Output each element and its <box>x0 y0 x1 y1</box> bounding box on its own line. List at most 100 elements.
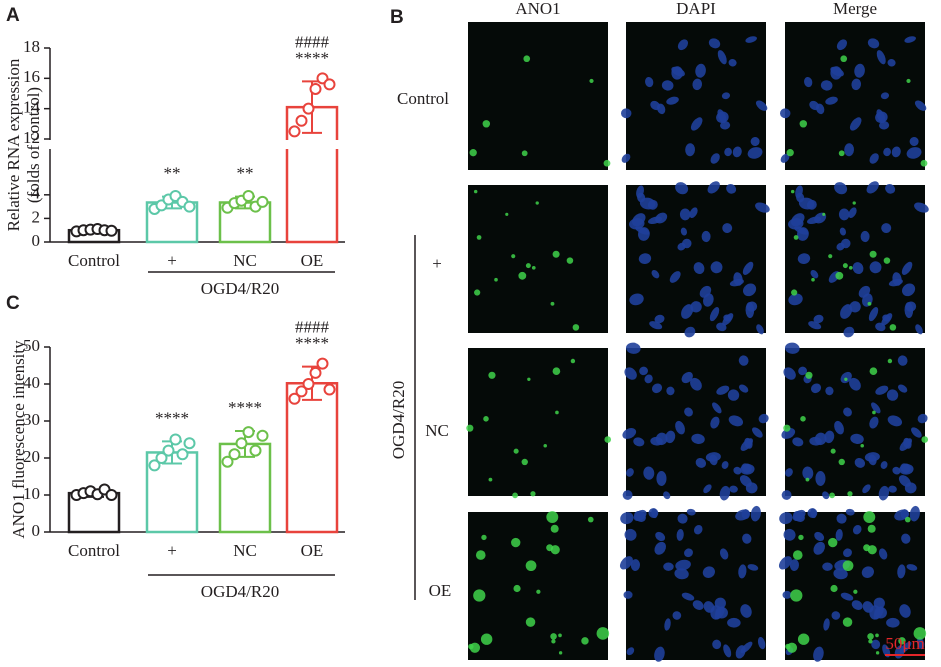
ano1-signal <box>848 265 853 270</box>
x-tick-label: OE <box>301 541 324 560</box>
ano1-signal <box>512 492 518 499</box>
y-tick-label: 50 <box>23 336 40 355</box>
nucleus <box>813 541 825 555</box>
group-label: OGD4/R20 <box>389 381 408 459</box>
nucleus <box>663 491 671 500</box>
nucleus <box>621 153 631 163</box>
data-point <box>256 429 269 442</box>
ano1-signal <box>868 639 873 644</box>
nucleus <box>813 314 824 324</box>
nucleus <box>663 562 674 571</box>
nucleus <box>851 600 863 610</box>
nucleus <box>651 383 663 394</box>
nucleus <box>901 463 911 474</box>
ano1-signal <box>596 627 610 640</box>
nucleus <box>675 420 685 435</box>
nucleus <box>681 304 694 319</box>
significance-mark: #### <box>295 32 330 51</box>
ano1-signal <box>921 436 929 443</box>
nucleus <box>661 80 674 91</box>
nucleus <box>717 50 727 65</box>
ano1-signal <box>482 120 491 128</box>
nucleus <box>722 313 734 326</box>
nucleus <box>651 270 660 279</box>
significance-mark: #### <box>295 318 330 337</box>
ano1-signal <box>786 149 794 157</box>
ano1-signal <box>875 651 880 655</box>
nucleus <box>797 253 811 264</box>
nucleus <box>881 223 892 233</box>
y-axis-label: ANO1 fluorescence intensity <box>9 340 28 539</box>
nucleus <box>886 389 899 401</box>
data-point <box>309 366 322 379</box>
nucleus <box>622 428 637 439</box>
ano1-signal <box>828 537 838 548</box>
y-tick-label: 12 <box>23 128 40 147</box>
nucleus <box>745 36 757 43</box>
nucleus <box>897 355 908 366</box>
y-tick-label: 0 <box>32 521 41 540</box>
nucleus <box>758 413 769 424</box>
bar <box>285 382 339 534</box>
panel-letter: B <box>390 7 404 28</box>
ano1-signal <box>572 324 580 331</box>
ano1-signal <box>535 201 539 205</box>
ano1-signal <box>829 492 835 499</box>
ano1-signal <box>913 627 927 640</box>
data-point <box>235 437 248 450</box>
nucleus <box>906 147 922 159</box>
data-point <box>295 385 308 398</box>
ano1-signal <box>838 150 845 157</box>
nucleus <box>656 470 667 486</box>
y-tick-label: 40 <box>23 373 40 392</box>
nucleus <box>860 230 870 243</box>
row-label: OE <box>429 581 452 600</box>
significance-mark: **** <box>155 408 189 427</box>
nucleus <box>866 181 879 194</box>
nucleus <box>710 153 720 164</box>
nucleus <box>740 438 753 451</box>
ano1-signal <box>550 301 555 306</box>
x-tick-label: NC <box>233 541 257 560</box>
nucleus <box>620 108 632 119</box>
nucleus <box>740 604 752 618</box>
nucleus <box>729 485 738 493</box>
ano1-signal <box>521 150 528 157</box>
ano1-signal <box>790 589 803 602</box>
ano1-signal <box>473 189 478 194</box>
nucleus <box>724 147 732 157</box>
nucleus <box>782 590 792 599</box>
nucleus <box>901 261 913 275</box>
data-point <box>228 448 241 461</box>
ano1-signal <box>481 534 487 541</box>
ano1-signal <box>566 257 574 264</box>
nucleus <box>728 59 737 67</box>
nucleus <box>848 207 857 219</box>
nucleus <box>719 485 731 501</box>
nucleus <box>727 389 740 401</box>
ano1-signal <box>587 516 594 523</box>
nucleus <box>917 413 928 424</box>
nucleus <box>703 601 715 613</box>
nucleus <box>779 512 793 525</box>
nucleus <box>681 592 695 601</box>
nucleus <box>746 301 758 312</box>
nucleus <box>904 482 917 494</box>
nucleus <box>854 457 866 468</box>
nucleus <box>862 484 871 494</box>
micrograph <box>778 505 927 662</box>
nucleus <box>712 639 722 650</box>
nucleus <box>674 568 689 580</box>
nucleus <box>841 238 851 249</box>
nucleus <box>716 111 729 124</box>
nucleus <box>634 510 646 522</box>
ano1-signal <box>867 301 872 306</box>
nucleus <box>710 261 723 274</box>
row-label: Control <box>397 89 449 108</box>
ano1-signal <box>783 424 791 432</box>
nucleus <box>742 463 752 474</box>
nucleus <box>690 301 702 313</box>
nucleus <box>707 181 720 194</box>
micrograph <box>779 22 928 170</box>
nucleus <box>686 508 696 516</box>
